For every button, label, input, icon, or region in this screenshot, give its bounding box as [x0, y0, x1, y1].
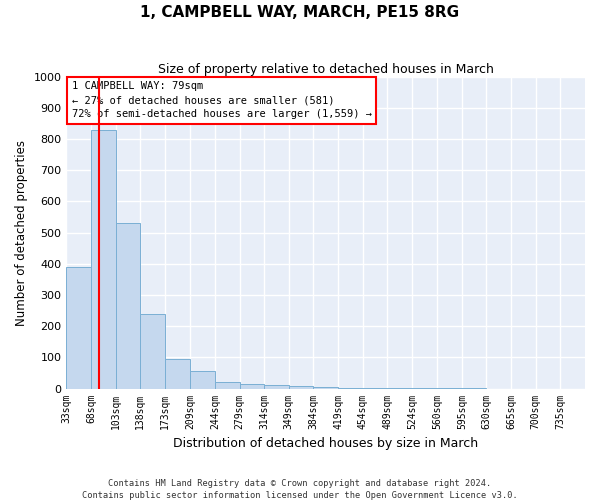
Text: Contains HM Land Registry data © Crown copyright and database right 2024.
Contai: Contains HM Land Registry data © Crown c…	[82, 478, 518, 500]
Text: 1, CAMPBELL WAY, MARCH, PE15 8RG: 1, CAMPBELL WAY, MARCH, PE15 8RG	[140, 5, 460, 20]
X-axis label: Distribution of detached houses by size in March: Distribution of detached houses by size …	[173, 437, 478, 450]
Bar	[215, 382, 239, 388]
Bar	[165, 359, 190, 388]
Text: 1 CAMPBELL WAY: 79sqm
← 27% of detached houses are smaller (581)
72% of semi-det: 1 CAMPBELL WAY: 79sqm ← 27% of detached …	[71, 82, 371, 120]
Bar	[67, 267, 91, 388]
Bar	[140, 314, 165, 388]
Bar	[91, 130, 116, 388]
Bar	[190, 372, 215, 388]
Title: Size of property relative to detached houses in March: Size of property relative to detached ho…	[158, 62, 494, 76]
Y-axis label: Number of detached properties: Number of detached properties	[15, 140, 28, 326]
Bar	[313, 387, 338, 388]
Bar	[239, 384, 264, 388]
Bar	[116, 224, 140, 388]
Bar	[289, 386, 313, 388]
Bar	[264, 386, 289, 388]
